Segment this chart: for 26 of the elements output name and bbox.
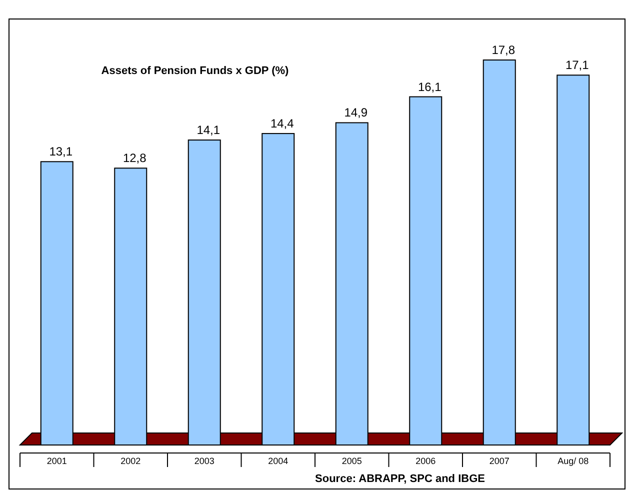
data-label: 12,8 xyxy=(122,151,147,166)
x-tick-label: 2002 xyxy=(120,456,141,466)
data-label: 14,4 xyxy=(270,116,294,131)
text: Assets of Pension Funds x GDP (%) xyxy=(101,65,290,77)
x-tick-label: 2004 xyxy=(268,456,288,466)
x-tick-label: 2005 xyxy=(342,456,362,466)
source-note: Source: ABRAPP, SPC and IBGE xyxy=(315,473,485,485)
bar xyxy=(262,133,295,446)
x-tick-label: 2003 xyxy=(194,456,214,466)
data-label: 17,8 xyxy=(492,43,516,57)
data-label: 14,9 xyxy=(344,106,368,120)
bar xyxy=(556,74,590,446)
bar xyxy=(409,96,442,446)
x-tick-label: 2006 xyxy=(416,456,436,466)
bar xyxy=(188,140,221,446)
data-label: 17,1 xyxy=(565,58,590,72)
x-tick-label: 2001 xyxy=(46,456,67,466)
bar xyxy=(114,168,148,446)
data-label: 16,1 xyxy=(418,80,442,94)
x-tick-label: Aug/ 08 xyxy=(558,456,589,466)
bar xyxy=(40,161,74,446)
data-label: 13,1 xyxy=(49,144,73,159)
bar xyxy=(482,60,516,446)
bar xyxy=(335,122,368,446)
x-tick-label: 2007 xyxy=(489,456,510,466)
data-label: 14,1 xyxy=(196,123,220,138)
